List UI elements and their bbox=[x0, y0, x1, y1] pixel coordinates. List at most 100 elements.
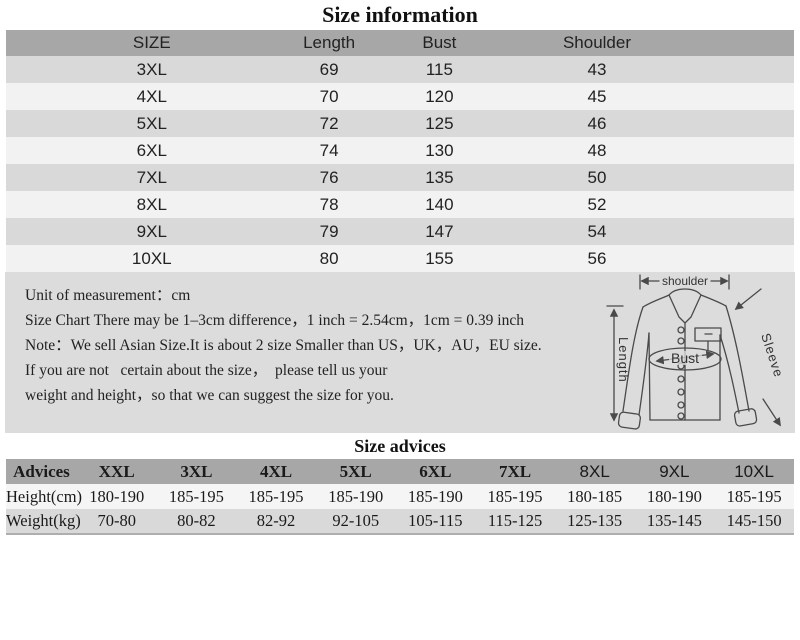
size-table: SIZE Length Bust Shoulder 3XL 69 115 43 … bbox=[6, 30, 794, 272]
length-measure-arrow: Length bbox=[606, 305, 631, 422]
note-line: weight and height，so that we can suggest… bbox=[25, 387, 394, 404]
shoulder-cell: 52 bbox=[587, 194, 607, 214]
size-cell: 6XL bbox=[136, 140, 167, 160]
row-label: Height(cm) bbox=[6, 486, 83, 506]
height-row: Height(cm) 180-190 185-195 185-195 185-1… bbox=[6, 484, 794, 509]
advice-cell: 70-80 bbox=[97, 511, 136, 530]
advice-cell: 185-190 bbox=[328, 486, 384, 506]
length-cell: 70 bbox=[319, 86, 339, 106]
advice-cell: 180-190 bbox=[646, 486, 702, 506]
bust-cell: 155 bbox=[425, 248, 454, 268]
button-row bbox=[677, 326, 685, 420]
table-row: 10XL 80 155 56 bbox=[6, 245, 794, 272]
note-line: Size Chart There may be 1–3cm difference… bbox=[25, 312, 524, 329]
length-cell: 76 bbox=[319, 167, 339, 187]
shoulder-cell: 54 bbox=[587, 221, 607, 241]
length-cell: 79 bbox=[319, 221, 339, 241]
bust-cell: 135 bbox=[425, 167, 454, 187]
page-title: Size information bbox=[322, 2, 478, 27]
size-cell: 3XL bbox=[136, 59, 167, 79]
shoulder-cell: 43 bbox=[587, 59, 607, 79]
measurement-notes: Unit of measurement：cm Size Chart There … bbox=[25, 283, 555, 408]
advice-cell: 80-82 bbox=[177, 511, 216, 530]
bust-cell: 130 bbox=[425, 140, 454, 160]
sleeve-label: Sleeve bbox=[758, 331, 786, 379]
advice-cell: 185-195 bbox=[726, 486, 782, 506]
advices-column-header: 8XL bbox=[579, 461, 610, 481]
advice-cell: 115-125 bbox=[487, 511, 543, 530]
note-line: Note：We sell Asian Size.It is about 2 si… bbox=[25, 337, 542, 354]
table-row: 6XL 74 130 48 bbox=[6, 137, 794, 164]
table-row: 9XL 79 147 54 bbox=[6, 218, 794, 245]
advice-cell: 180-185 bbox=[567, 486, 623, 506]
advices-column-header: 5XL bbox=[339, 461, 372, 481]
spacer-cell bbox=[676, 83, 794, 110]
bust-measure: Bust bbox=[648, 347, 722, 371]
row-label: Weight(kg) bbox=[6, 511, 81, 530]
size-advices-table: Advices XXL 3XL 4XL 5XL 6XL 7XL 8XL 9XL … bbox=[6, 459, 794, 535]
bust-cell: 147 bbox=[425, 221, 454, 241]
notes-section: Unit of measurement：cm Size Chart There … bbox=[5, 272, 795, 433]
advice-cell: 185-195 bbox=[248, 486, 304, 506]
size-cell: 8XL bbox=[136, 194, 167, 214]
sleeve-measure-arrow: Sleeve bbox=[734, 288, 787, 427]
spacer-cell bbox=[676, 137, 794, 164]
shoulder-measure-arrow: shoulder bbox=[639, 274, 730, 290]
length-cell: 80 bbox=[319, 248, 339, 268]
advice-cell: 92-105 bbox=[332, 511, 380, 530]
advice-cell: 105-115 bbox=[408, 511, 463, 530]
bust-cell: 140 bbox=[425, 194, 454, 214]
spacer-cell bbox=[676, 164, 794, 191]
note-line: Unit of measurement：cm bbox=[25, 287, 191, 304]
table-row: 8XL 78 140 52 bbox=[6, 191, 794, 218]
column-header-size: SIZE bbox=[132, 33, 171, 52]
advices-title: Size advices bbox=[354, 436, 446, 456]
column-header-bust: Bust bbox=[422, 33, 457, 52]
table-row: 3XL 69 115 43 bbox=[6, 56, 794, 83]
bust-ellipse bbox=[648, 347, 722, 371]
advice-cell: 125-135 bbox=[567, 511, 623, 530]
advice-cell: 185-190 bbox=[407, 486, 463, 506]
length-cell: 78 bbox=[319, 194, 339, 214]
shoulder-cell: 48 bbox=[587, 140, 607, 160]
length-cell: 69 bbox=[319, 59, 339, 79]
length-cell: 74 bbox=[319, 140, 339, 160]
table-row: 7XL 76 135 50 bbox=[6, 164, 794, 191]
advices-header-row: Advices XXL 3XL 4XL 5XL 6XL 7XL 8XL 9XL … bbox=[6, 459, 794, 484]
column-header-spacer bbox=[676, 30, 794, 56]
advices-column-header: XXL bbox=[98, 461, 135, 481]
advice-cell: 82-92 bbox=[256, 511, 296, 530]
advices-column-header: 10XL bbox=[734, 461, 774, 481]
shoulder-cell: 56 bbox=[587, 248, 607, 268]
length-label: Length bbox=[616, 337, 631, 383]
advices-column-header: Advices bbox=[13, 461, 70, 481]
column-header-length: Length bbox=[303, 33, 356, 52]
advice-cell: 145-150 bbox=[726, 511, 782, 530]
size-cell: 5XL bbox=[136, 113, 167, 133]
shoulder-cell: 46 bbox=[587, 113, 607, 133]
size-cell: 10XL bbox=[131, 248, 172, 268]
advice-cell: 185-195 bbox=[487, 486, 543, 506]
column-header-shoulder: Shoulder bbox=[562, 33, 632, 52]
spacer-cell bbox=[676, 110, 794, 137]
advices-column-header: 7XL bbox=[498, 461, 532, 481]
advices-column-header: 9XL bbox=[659, 461, 690, 481]
advice-cell: 135-145 bbox=[646, 511, 702, 530]
table-row: 4XL 70 120 45 bbox=[6, 83, 794, 110]
bust-cell: 115 bbox=[425, 59, 453, 79]
shirt-outline bbox=[617, 288, 758, 430]
advices-column-header: 3XL bbox=[180, 461, 213, 481]
note-line: If you are not certain about the size， p… bbox=[25, 362, 388, 379]
spacer-cell bbox=[676, 218, 794, 245]
shoulder-label: shoulder bbox=[662, 274, 708, 288]
size-cell: 7XL bbox=[136, 167, 167, 187]
table-row: 5XL 72 125 46 bbox=[6, 110, 794, 137]
spacer-cell bbox=[676, 191, 794, 218]
shoulder-cell: 45 bbox=[587, 86, 607, 106]
bust-cell: 125 bbox=[425, 113, 454, 133]
advice-cell: 185-195 bbox=[168, 486, 224, 506]
weight-row: Weight(kg) 70-80 80-82 82-92 92-105 105-… bbox=[6, 509, 794, 534]
shoulder-cell: 50 bbox=[587, 167, 607, 187]
spacer-cell bbox=[676, 245, 794, 272]
size-table-header-row: SIZE Length Bust Shoulder bbox=[6, 30, 794, 56]
